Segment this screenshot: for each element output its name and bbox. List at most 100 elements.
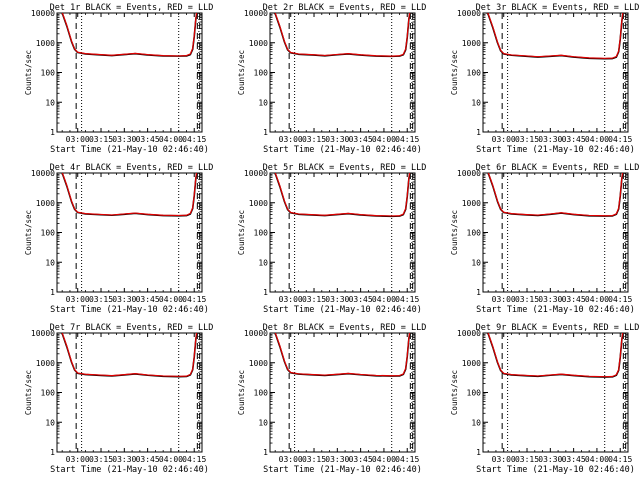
x-tick-label: 03:45 xyxy=(136,295,160,304)
y-tick-label: 1 xyxy=(476,448,481,457)
y-tick-label: 10000 xyxy=(457,9,481,18)
x-tick-label: 03:15 xyxy=(515,295,539,304)
lld-series-line xyxy=(487,173,624,217)
y-tick-label: 100 xyxy=(467,389,482,398)
y-tick-label: 10 xyxy=(471,258,481,267)
y-axis-label: Counts/sec xyxy=(237,210,246,255)
y-tick-label: 10000 xyxy=(244,169,268,178)
y-axis-label: Counts/sec xyxy=(24,210,33,255)
x-tick-label: 03:45 xyxy=(562,455,586,464)
y-tick-label: 1 xyxy=(476,288,481,297)
x-tick-label: 03:15 xyxy=(302,135,326,144)
panel-title: Det 4r BLACK = Events, RED = LLD xyxy=(50,163,214,173)
x-tick-label: 03:45 xyxy=(349,295,373,304)
detector-panel-8: Det 8r BLACK = Events, RED = LLD 1 10 100 10… xyxy=(237,323,426,475)
y-tick-label: 1000 xyxy=(462,199,481,208)
x-tick-label: 03:30 xyxy=(325,295,349,304)
x-axis-label: Start Time (21-May-10 02:46:40) xyxy=(50,305,209,315)
x-tick-label: 04:00 xyxy=(159,455,183,464)
x-tick-label: 03:00 xyxy=(66,295,90,304)
x-tick-label: 03:30 xyxy=(112,455,136,464)
x-tick-label: 04:15 xyxy=(182,295,206,304)
x-tick-label: 04:00 xyxy=(585,295,609,304)
lld-series-line xyxy=(487,333,624,378)
x-tick-label: 04:00 xyxy=(372,135,396,144)
y-tick-label: 10 xyxy=(45,258,55,267)
plot-frame xyxy=(56,172,203,293)
lld-series-line xyxy=(61,173,198,217)
detector-panel-9: Det 9r BLACK = Events, RED = LLD 1 10 100 10… xyxy=(450,323,639,475)
x-tick-label: 04:15 xyxy=(395,135,419,144)
y-tick-label: 100 xyxy=(467,69,482,78)
y-tick-label: 10000 xyxy=(31,9,55,18)
x-axis-label: Start Time (21-May-10 02:46:40) xyxy=(263,145,422,155)
x-tick-label: 04:00 xyxy=(159,295,183,304)
x-tick-label: 03:00 xyxy=(66,455,90,464)
x-tick-label: 03:30 xyxy=(538,295,562,304)
x-tick-label: 03:30 xyxy=(538,135,562,144)
lld-series-line xyxy=(274,333,411,377)
x-tick-label: 04:15 xyxy=(608,295,632,304)
panel-title: Det 7r BLACK = Events, RED = LLD xyxy=(50,323,214,333)
y-axis-label: Counts/sec xyxy=(450,210,459,255)
x-tick-label: 04:15 xyxy=(395,295,419,304)
y-tick-label: 1000 xyxy=(36,39,55,48)
x-tick-label: 03:45 xyxy=(136,135,160,144)
y-tick-label: 1 xyxy=(50,288,55,297)
y-tick-label: 1000 xyxy=(462,39,481,48)
detector-panel-6: Det 6r BLACK = Events, RED = LLD 1 10 100 10… xyxy=(450,163,639,315)
x-tick-label: 03:15 xyxy=(89,135,113,144)
lld-series-line xyxy=(486,13,624,59)
x-axis-label: Start Time (21-May-10 02:46:40) xyxy=(476,465,635,475)
x-tick-label: 03:00 xyxy=(279,135,303,144)
x-tick-label: 04:00 xyxy=(585,135,609,144)
x-axis-label: Start Time (21-May-10 02:46:40) xyxy=(263,465,422,475)
x-tick-label: 04:15 xyxy=(182,135,206,144)
x-tick-label: 03:30 xyxy=(325,455,349,464)
x-tick-label: 03:45 xyxy=(562,135,586,144)
panel-title: Det 1r BLACK = Events, RED = LLD xyxy=(50,3,214,13)
y-tick-label: 10000 xyxy=(244,9,268,18)
y-tick-label: 10 xyxy=(471,98,481,107)
y-tick-label: 1 xyxy=(476,128,481,137)
x-tick-label: 03:00 xyxy=(492,455,516,464)
y-tick-label: 100 xyxy=(41,229,56,238)
x-tick-label: 03:15 xyxy=(89,455,113,464)
y-tick-label: 10000 xyxy=(244,329,268,338)
x-tick-label: 04:00 xyxy=(159,135,183,144)
y-tick-label: 10 xyxy=(471,418,481,427)
y-tick-label: 1000 xyxy=(36,199,55,208)
x-tick-label: 03:15 xyxy=(515,455,539,464)
y-tick-label: 100 xyxy=(254,229,269,238)
lld-series-line xyxy=(61,333,198,377)
panel-title: Det 2r BLACK = Events, RED = LLD xyxy=(263,3,427,13)
x-tick-label: 03:15 xyxy=(515,135,539,144)
x-axis-label: Start Time (21-May-10 02:46:40) xyxy=(476,145,635,155)
x-tick-label: 03:45 xyxy=(562,295,586,304)
x-tick-label: 04:00 xyxy=(372,295,396,304)
y-tick-label: 1000 xyxy=(249,359,268,368)
y-tick-label: 1 xyxy=(263,288,268,297)
panel-title: Det 3r BLACK = Events, RED = LLD xyxy=(476,3,640,13)
y-tick-label: 100 xyxy=(41,69,56,78)
x-tick-label: 03:30 xyxy=(112,295,136,304)
y-tick-label: 1000 xyxy=(462,359,481,368)
x-tick-label: 03:15 xyxy=(89,295,113,304)
plot-frame xyxy=(482,12,629,133)
y-axis-label: Counts/sec xyxy=(24,50,33,95)
y-tick-label: 1 xyxy=(263,448,268,457)
y-tick-label: 10 xyxy=(45,98,55,107)
detector-panel-4: Det 4r BLACK = Events, RED = LLD 1 10 100 10… xyxy=(24,163,213,315)
x-tick-label: 03:15 xyxy=(302,295,326,304)
y-tick-label: 1 xyxy=(50,448,55,457)
x-tick-label: 03:00 xyxy=(279,295,303,304)
plot-frame xyxy=(56,332,203,453)
y-tick-label: 1000 xyxy=(249,39,268,48)
y-tick-label: 100 xyxy=(467,229,482,238)
x-tick-label: 04:00 xyxy=(372,455,396,464)
x-tick-label: 04:00 xyxy=(585,455,609,464)
y-tick-label: 100 xyxy=(254,389,269,398)
x-tick-label: 03:00 xyxy=(492,135,516,144)
y-axis-label: Counts/sec xyxy=(450,370,459,415)
lld-series-line xyxy=(61,13,198,57)
